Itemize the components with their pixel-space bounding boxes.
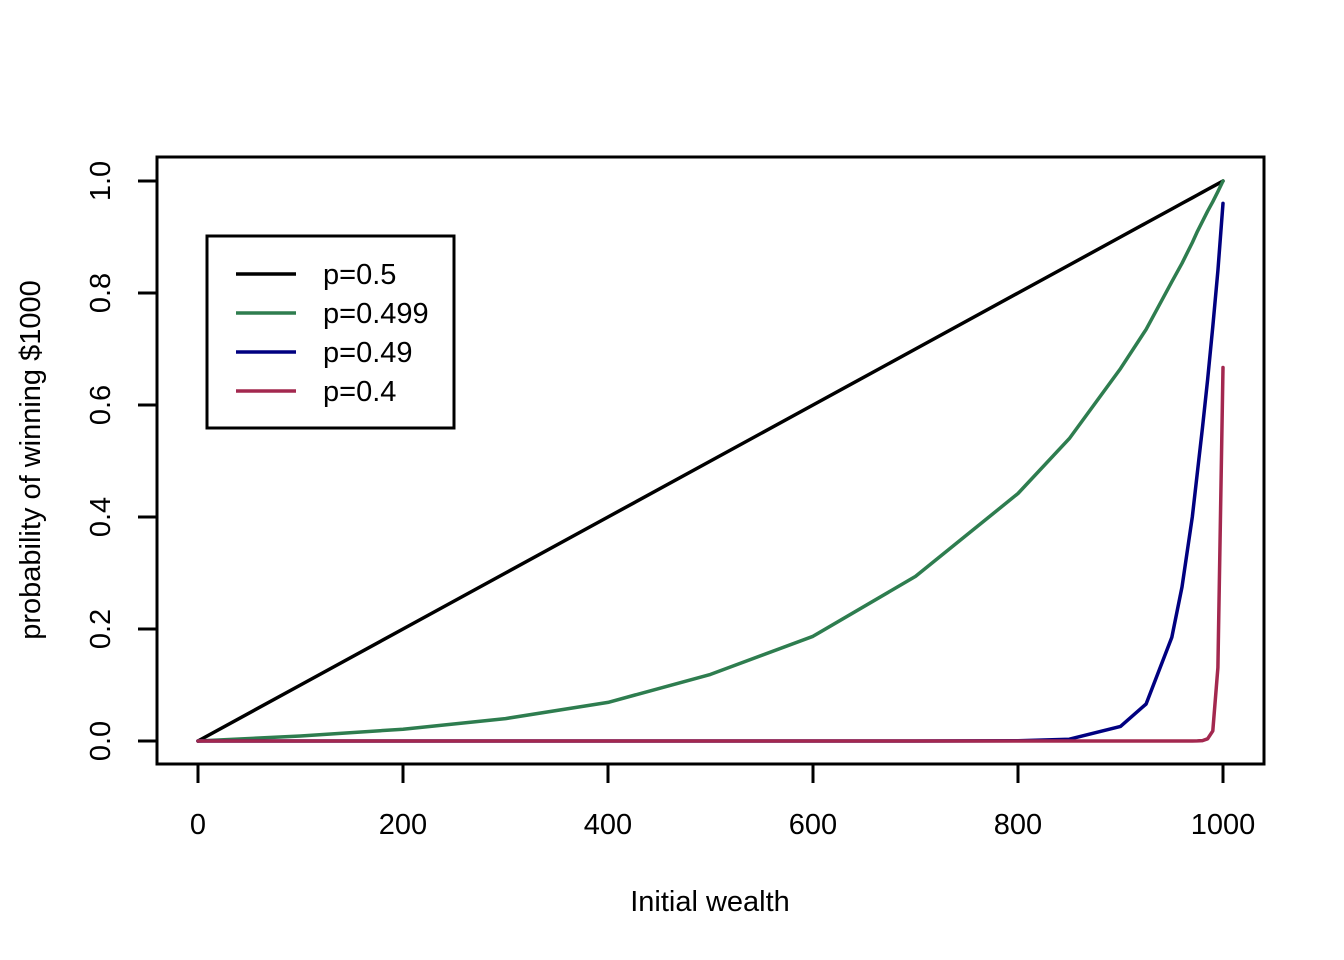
x-tick-label: 200 (379, 809, 427, 841)
y-tick-label: 0.0 (85, 721, 117, 761)
legend-box (205, 234, 456, 430)
series-line-p-0-499 (196, 179, 1225, 743)
y-tick-label: 1.0 (85, 161, 117, 201)
legend-label: p=0.49 (323, 337, 413, 369)
y-tick-label: 0.6 (85, 385, 117, 425)
x-tick-label: 400 (584, 809, 632, 841)
legend-label: p=0.4 (323, 376, 396, 408)
y-axis: 0.0 0.2 0.4 0.6 0.8 1.0 (85, 161, 159, 761)
x-tick-label: 600 (789, 809, 837, 841)
legend: p=0.5 p=0.499 p=0.49 p=0.4 (205, 234, 456, 430)
legend-label: p=0.5 (323, 259, 396, 291)
series-line-p-0-5 (196, 179, 1225, 743)
y-tick-label: 0.8 (85, 273, 117, 313)
series-layer (196, 179, 1225, 743)
series-line-p-0-4 (196, 365, 1225, 743)
x-tick-label: 0 (190, 809, 206, 841)
x-tick-label: 800 (994, 809, 1042, 841)
x-tick-label: 1000 (1191, 809, 1256, 841)
y-tick-label: 0.2 (85, 609, 117, 649)
x-axis: 0 200 400 600 800 1000 (190, 762, 1256, 841)
x-axis-label: Initial wealth (630, 886, 790, 918)
legend-label: p=0.499 (323, 298, 429, 330)
y-axis-label: probability of winning $1000 (15, 280, 47, 640)
y-tick-label: 0.4 (85, 497, 117, 537)
